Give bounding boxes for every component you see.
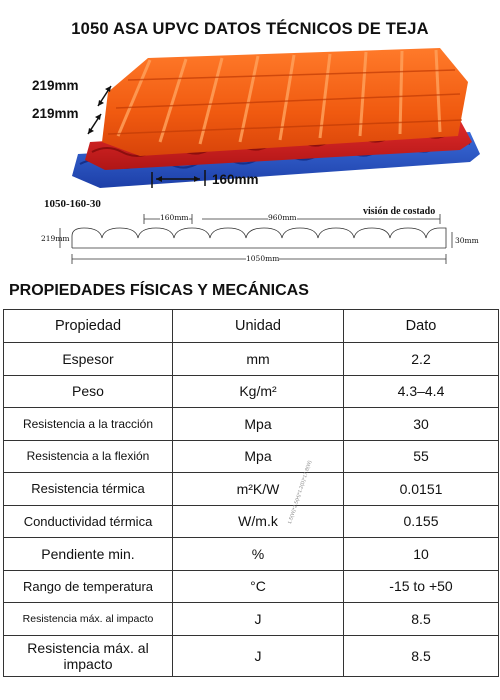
unit-cell: J (172, 602, 344, 636)
property-cell: Espesor (3, 342, 173, 376)
header-property: Propiedad (3, 309, 173, 343)
property-cell: Resistencia térmica (3, 472, 173, 506)
table-row: Resistencia máx. al impacto J 8.5 (3, 634, 499, 677)
unit-cell: Kg/m² (172, 374, 344, 408)
value-cell: -15 to +50 (343, 569, 499, 603)
height-label: 219mm (41, 234, 70, 243)
total-width-label: 1050mm (246, 254, 280, 263)
value-cell: 30 (343, 407, 499, 441)
roof-tile-illustration: 219mm 219mm 160mm (0, 42, 500, 194)
table-row: Peso Kg/m² 4.3–4.4 (3, 374, 499, 408)
profile-outline (59, 214, 453, 264)
property-cell: Resistencia a la tracción (3, 407, 173, 441)
effective-width-label: 960mm (268, 213, 297, 222)
pitch-label: 160mm (160, 213, 189, 222)
table-row: Pendiente min. % 10 (3, 537, 499, 571)
dimension-label-width: 160mm (212, 172, 259, 187)
unit-cell: % (172, 537, 344, 571)
table-row: Rango de temperatura °C -15 to +50 (3, 569, 499, 603)
properties-table: Propiedad Unidad Dato Espesor mm 2.2 Pes… (3, 309, 499, 677)
roof-tile-image (72, 48, 480, 188)
unit-cell: °C (172, 569, 344, 603)
value-cell: 8.5 (343, 634, 499, 677)
value-cell: 10 (343, 537, 499, 571)
header-value: Dato (343, 309, 499, 343)
property-cell: Resistencia a la flexión (3, 439, 173, 473)
property-cell: Pendiente min. (3, 537, 173, 571)
header-unit: Unidad (172, 309, 344, 343)
value-cell: 4.3–4.4 (343, 374, 499, 408)
profile-drawing: 1050-160-30 visión de costado 160mm 960m… (0, 192, 500, 267)
side-view-label: visión de costado (363, 206, 436, 217)
property-cell: Resistencia máx. al impacto (3, 634, 173, 677)
unit-cell: J (172, 634, 344, 677)
property-cell: Peso (3, 374, 173, 408)
table-row: Resistencia térmica m²K/W 0.0151 (3, 472, 499, 506)
value-cell: 55 (343, 439, 499, 473)
dimension-label-middle: 219mm (32, 106, 79, 121)
table-row: Resistencia a la flexión Mpa 55 (3, 439, 499, 473)
value-cell: 0.155 (343, 504, 499, 538)
unit-cell: Mpa (172, 407, 344, 441)
value-cell: 2.2 (343, 342, 499, 376)
unit-cell: Mpa (172, 439, 344, 473)
property-cell: Rango de temperatura (3, 569, 173, 603)
unit-cell: W/m.k (172, 504, 344, 538)
value-cell: 0.0151 (343, 472, 499, 506)
profile-code: 1050-160-30 (44, 198, 101, 210)
unit-cell: mm (172, 342, 344, 376)
page-title: 1050 ASA UPVC DATOS TÉCNICOS DE TEJA (71, 20, 429, 38)
dimension-label-top: 219mm (32, 78, 79, 93)
table-row: Conductividad térmica W/m.k 0.155 (3, 504, 499, 538)
table-row: Espesor mm 2.2 (3, 342, 499, 376)
table-header-row: Propiedad Unidad Dato (3, 309, 499, 343)
depth-label: 30mm (455, 236, 479, 245)
property-cell: Resistencia máx. al impacto (3, 602, 173, 636)
unit-cell: m²K/W (172, 472, 344, 506)
property-cell: Conductividad térmica (3, 504, 173, 538)
value-cell: 8.5 (343, 602, 499, 636)
table-row: Resistencia a la tracción Mpa 30 (3, 407, 499, 441)
table-row: Resistencia máx. al impacto J 8.5 (3, 602, 499, 636)
section-title: PROPIEDADES FÍSICAS Y MECÁNICAS (9, 282, 309, 299)
